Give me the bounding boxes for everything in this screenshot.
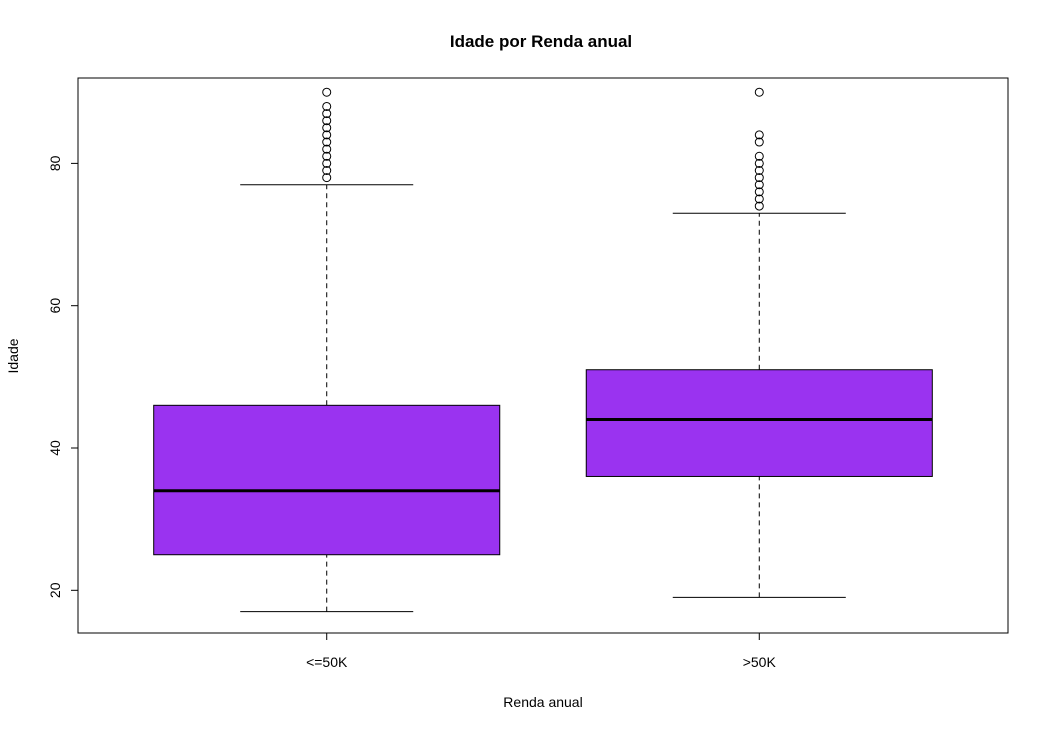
outlier-point: [322, 101, 332, 111]
outlier-point: [754, 173, 764, 183]
y-axis-label: Idade: [5, 338, 21, 373]
outlier-point: [754, 187, 764, 197]
outlier-point: [754, 180, 764, 190]
outlier-point: [754, 201, 764, 211]
y-axis: 20 40 60 80: [47, 155, 79, 598]
outlier-point: [754, 130, 764, 140]
iqr-box: [585, 369, 933, 477]
outlier-point: [322, 137, 332, 147]
x-tick-label: >50K: [743, 654, 777, 670]
outlier-point: [322, 123, 332, 133]
outlier-point: [322, 158, 332, 168]
x-tick-label: <=50K: [306, 654, 348, 670]
outlier-point: [322, 130, 332, 140]
boxes-layer: [153, 87, 933, 613]
box-group-0: [153, 87, 501, 613]
outlier-point: [322, 144, 332, 154]
outlier-point: [754, 194, 764, 204]
outlier-point: [754, 158, 764, 168]
iqr-box: [153, 404, 501, 556]
outlier-point: [322, 173, 332, 183]
y-tick-label: 40: [47, 440, 63, 456]
outlier-point: [754, 166, 764, 175]
outlier-point: [322, 166, 332, 175]
outlier-point: [322, 109, 332, 119]
y-tick-label: 80: [47, 155, 63, 171]
outlier-point: [322, 151, 332, 161]
outlier-point: [322, 116, 332, 126]
y-tick-label: 20: [47, 582, 63, 598]
outlier-point: [754, 87, 764, 97]
x-axis-label: Renda anual: [503, 694, 582, 710]
outlier-point: [754, 151, 764, 161]
box-group-1: [585, 87, 933, 598]
outlier-point: [322, 87, 332, 97]
chart-title: Idade por Renda anual: [450, 32, 632, 51]
x-axis: <=50K >50K: [306, 633, 776, 670]
outlier-point: [754, 137, 764, 147]
y-tick-label: 60: [47, 298, 63, 314]
